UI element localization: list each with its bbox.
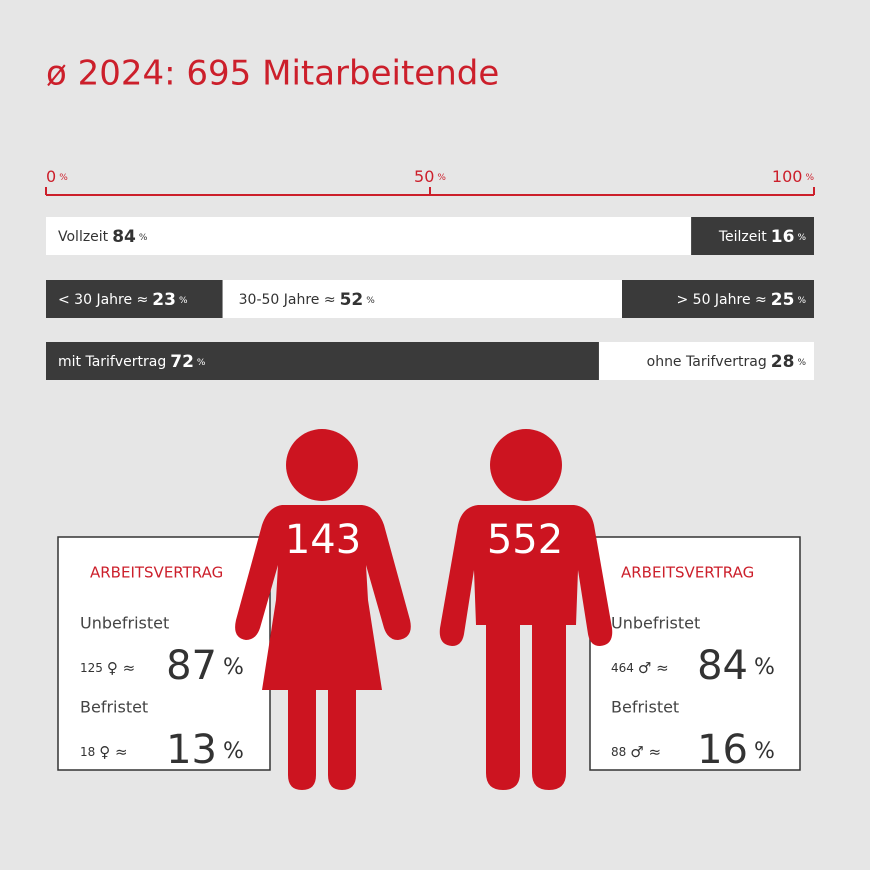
segment-label: 30-50 Jahre ≈52% <box>239 290 376 310</box>
segment-name: 30-50 Jahre ≈ <box>239 292 336 308</box>
percent: 16 <box>697 727 748 773</box>
segment-value: 52 <box>340 290 364 310</box>
row-label: Unbefristet <box>611 614 700 633</box>
bar-segment <box>46 217 692 255</box>
segment-name: < 30 Jahre ≈ <box>58 292 148 308</box>
segment-unit: % <box>197 358 206 368</box>
contract-box <box>589 536 801 771</box>
bar-segment <box>622 280 814 318</box>
title: ø 2024: 695 Mitarbeitende <box>46 54 499 94</box>
row-percent: 87% <box>166 643 244 689</box>
man-figure <box>439 429 613 790</box>
row-count: 464 ♂ ≈ <box>611 659 669 677</box>
segment-value: 23 <box>152 290 176 310</box>
count: 125 <box>80 661 103 675</box>
row-label: Unbefristet <box>80 614 169 633</box>
percent-unit: % <box>754 655 775 680</box>
percent-unit: % <box>223 739 244 764</box>
bar-segment <box>598 342 814 380</box>
tick-value: 50 <box>414 167 434 186</box>
segment-value: 72 <box>170 352 194 372</box>
segment-label: mit Tarifvertrag 72% <box>58 352 206 372</box>
segment-unit: % <box>139 233 148 243</box>
bar-segment <box>46 280 223 318</box>
row-count: 125 ♀ ≈ <box>80 659 135 677</box>
segment-name: Teilzeit <box>718 229 767 245</box>
row-label: Befristet <box>611 698 679 717</box>
segment-name: > 50 Jahre ≈ <box>676 292 766 308</box>
tick-label: 100% <box>772 167 815 186</box>
tick-unit: % <box>805 173 814 183</box>
segment-label: ohne Tarifvertrag 28% <box>647 352 807 372</box>
tick-value: 0 <box>46 167 56 186</box>
row-count: 18 ♀ ≈ <box>80 743 128 761</box>
group-count: 143 <box>285 517 361 563</box>
segment-value: 84 <box>112 227 136 247</box>
percent: 13 <box>166 727 217 773</box>
segment-name: ohne Tarifvertrag <box>647 354 767 370</box>
segment-unit: % <box>797 233 806 243</box>
segment-unit: % <box>797 358 806 368</box>
count: 18 <box>80 745 95 759</box>
tick-unit: % <box>437 173 446 183</box>
bar-segment <box>222 280 622 318</box>
count: 464 <box>611 661 634 675</box>
row-count: 88 ♂ ≈ <box>611 743 661 761</box>
segment-value: 28 <box>771 352 795 372</box>
symbol: ♂ ≈ <box>630 743 661 761</box>
symbol: ♂ ≈ <box>638 659 669 677</box>
segment-name: Vollzeit <box>58 229 109 245</box>
symbol: ♀ ≈ <box>107 659 135 677</box>
percent-unit: % <box>223 655 244 680</box>
bar-segment <box>46 342 599 380</box>
row-label: Befristet <box>80 698 148 717</box>
woman-figure <box>235 429 411 790</box>
segment-label: < 30 Jahre ≈23% <box>58 290 188 310</box>
segment-label: > 50 Jahre ≈ 25% <box>676 290 806 310</box>
segment-label: Teilzeit 16% <box>718 227 807 247</box>
tick-value: 100 <box>772 167 803 186</box>
percent: 84 <box>697 643 748 689</box>
tick-unit: % <box>59 173 68 183</box>
segment-value: 25 <box>771 290 795 310</box>
count: 88 <box>611 745 626 759</box>
row-percent: 16% <box>697 727 775 773</box>
segment-unit: % <box>797 296 806 306</box>
box-heading: ARBEITSVERTRAG <box>90 564 223 582</box>
symbol: ♀ ≈ <box>99 743 127 761</box>
row-percent: 13% <box>166 727 244 773</box>
bar-segment <box>691 217 814 255</box>
segment-value: 16 <box>771 227 795 247</box>
percent-unit: % <box>754 739 775 764</box>
box-heading: ARBEITSVERTRAG <box>621 564 754 582</box>
contract-box <box>57 536 271 771</box>
group-count: 552 <box>487 517 563 563</box>
segment-unit: % <box>366 296 375 306</box>
tick-label: 0% <box>46 167 68 186</box>
segment-label: Vollzeit 84% <box>58 227 148 247</box>
segment-unit: % <box>179 296 188 306</box>
row-percent: 84% <box>697 643 775 689</box>
percent: 87 <box>166 643 217 689</box>
tick-label: 50% <box>414 167 446 186</box>
segment-name: mit Tarifvertrag <box>58 354 166 370</box>
